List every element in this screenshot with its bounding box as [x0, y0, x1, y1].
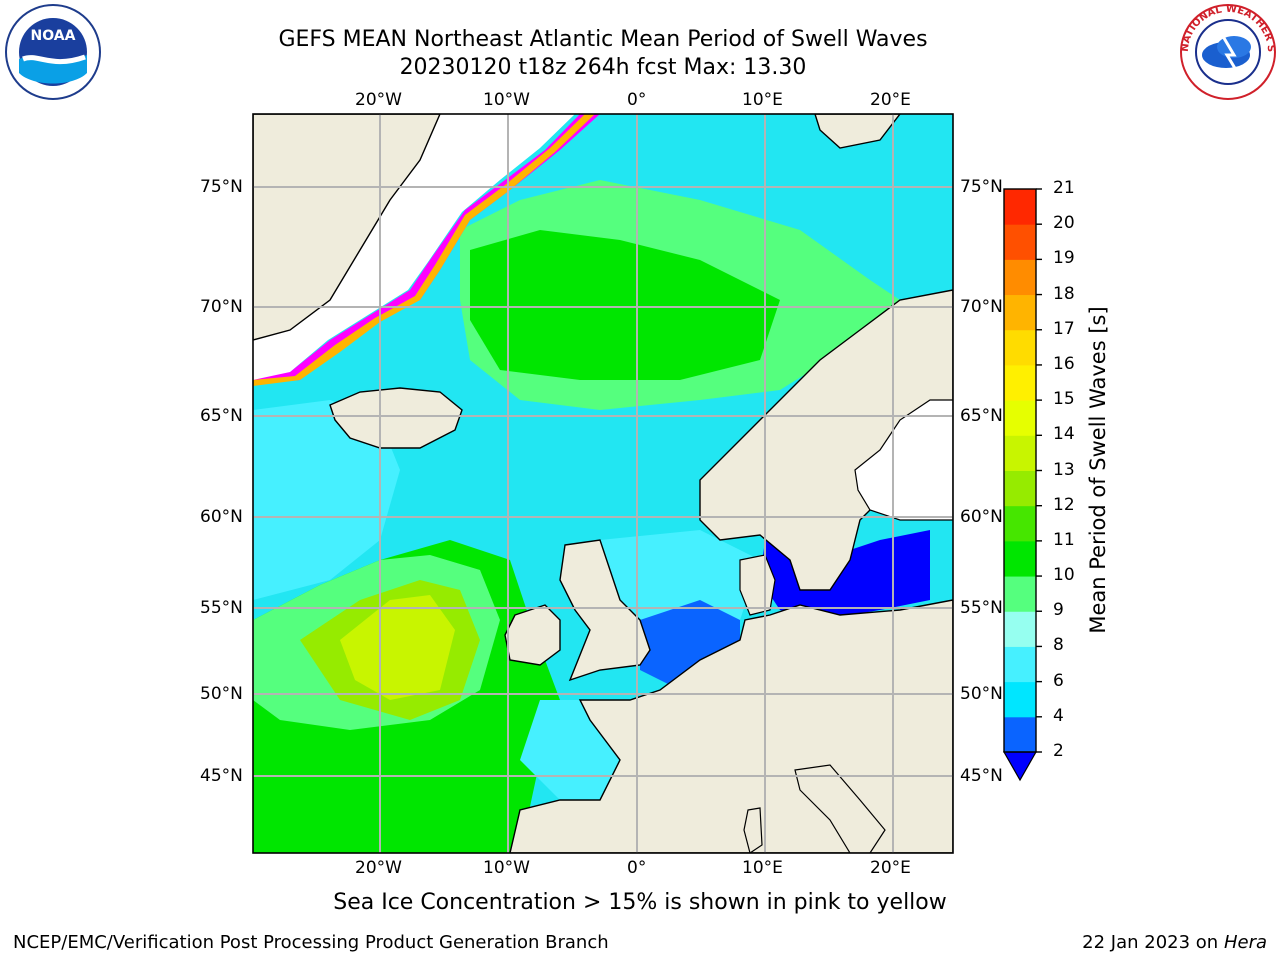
footer-host: Hera	[1223, 932, 1267, 953]
colorbar-tick-label: 18	[1053, 283, 1075, 304]
colorbar-band	[1004, 505, 1036, 542]
colorbar-tick-label: 19	[1053, 248, 1075, 269]
colorbar-band	[1004, 189, 1036, 225]
footer-date-text: 22 Jan 2023 on	[1082, 932, 1224, 953]
lat-label-left: 70°N	[200, 297, 243, 317]
chart-subtitle: 20230120 t18z 264h fcst Max: 13.30	[399, 55, 807, 80]
gulf-of-bothnia-ice	[854, 399, 953, 521]
sea-ice-note: Sea Ice Concentration > 15% is shown in …	[333, 890, 947, 915]
lat-label-right: 70°N	[960, 297, 1003, 317]
colorbar-band	[1004, 716, 1036, 753]
colorbar-band	[1004, 435, 1036, 471]
lat-label-right: 60°N	[960, 507, 1003, 527]
colorbar-tick-label: 8	[1053, 635, 1064, 656]
colorbar-band	[1004, 681, 1036, 718]
colorbar-band	[1004, 470, 1036, 507]
lon-label-top: 0°	[627, 90, 647, 110]
lat-label-right: 55°N	[960, 598, 1003, 618]
svalbard	[814, 114, 901, 149]
colorbar-tick-label: 10	[1053, 565, 1075, 586]
lat-label-left: 75°N	[200, 177, 243, 197]
colorbar-band	[1004, 329, 1036, 366]
colorbar-tick-label: 20	[1053, 213, 1075, 234]
lon-label-top: 20°W	[355, 90, 402, 110]
colorbar-band	[1004, 540, 1036, 577]
colorbar-tick-label: 4	[1053, 705, 1064, 726]
lat-label-left: 65°N	[200, 406, 243, 426]
lon-label-top: 20°E	[870, 90, 911, 110]
colorbar-tick-label: 11	[1053, 529, 1075, 550]
colorbar-tick-label: 15	[1053, 389, 1075, 410]
footer-date: 22 Jan 2023 on Hera	[1082, 932, 1267, 953]
colorbar-tick-label: 9	[1053, 600, 1064, 621]
nws-logo: NATIONAL WEATHER SERVICE	[1179, 3, 1276, 100]
colorbar-band	[1004, 646, 1036, 683]
colorbar-tick-label: 6	[1053, 670, 1064, 691]
lon-label-bottom: 10°W	[483, 858, 530, 878]
lon-label-bottom: 0°	[627, 858, 647, 878]
colorbar-tick-label: 21	[1053, 178, 1075, 198]
colorbar-tick-label: 2	[1053, 741, 1064, 761]
colorbar	[1002, 188, 1042, 782]
lat-label-left: 55°N	[200, 598, 243, 618]
lat-label-right: 75°N	[960, 177, 1003, 197]
lat-label-right: 45°N	[960, 766, 1003, 786]
colorbar-band	[1004, 259, 1036, 296]
great-britain	[559, 539, 651, 682]
chart-title: GEFS MEAN Northeast Atlantic Mean Period…	[278, 27, 928, 52]
lat-label-left: 50°N	[200, 684, 243, 704]
lat-label-right: 65°N	[960, 406, 1003, 426]
sardinia	[743, 807, 763, 853]
greenland-land	[253, 114, 441, 341]
lon-label-top: 10°E	[742, 90, 783, 110]
colorbar-tick-label: 16	[1053, 353, 1075, 374]
colorbar-band	[1004, 294, 1036, 331]
colorbar-band	[1004, 576, 1036, 612]
colorbar-tick-label: 14	[1053, 424, 1075, 445]
footer-credit: NCEP/EMC/Verification Post Processing Pr…	[13, 932, 609, 953]
colorbar-band	[1004, 400, 1036, 436]
colorbar-title: Mean Period of Swell Waves [s]	[1086, 306, 1110, 634]
colorbar-tick-label: 12	[1053, 494, 1075, 515]
colorbar-band	[1004, 611, 1036, 647]
lon-label-top: 10°W	[483, 90, 530, 110]
lat-label-right: 50°N	[960, 684, 1003, 704]
lon-label-bottom: 10°E	[742, 858, 783, 878]
lon-label-bottom: 20°W	[355, 858, 402, 878]
colorbar-band	[1004, 364, 1036, 401]
lon-label-bottom: 20°E	[870, 858, 911, 878]
swell-max-region	[340, 595, 455, 700]
graticule	[253, 114, 953, 853]
noaa-logo: NOAA	[5, 4, 101, 100]
colorbar-tick-label: 13	[1053, 459, 1075, 480]
noaa-logo-text: NOAA	[31, 28, 76, 44]
iceland	[329, 387, 463, 449]
lat-label-left: 60°N	[200, 507, 243, 527]
map-frame	[252, 113, 954, 854]
colorbar-band	[1004, 224, 1036, 260]
colorbar-tick-label: 17	[1053, 318, 1075, 339]
colorbar-under-arrow	[1002, 751, 1038, 782]
lat-label-left: 45°N	[200, 766, 243, 786]
